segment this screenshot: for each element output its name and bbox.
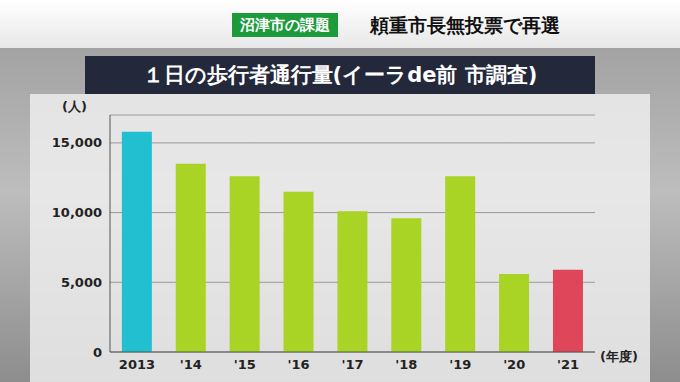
svg-text:2013: 2013 xyxy=(119,357,155,372)
svg-text:'19: '19 xyxy=(449,357,471,372)
svg-text:10,000: 10,000 xyxy=(52,205,102,220)
html-text:沼津市の課題: 沼津市の課題 xyxy=(240,16,330,34)
svg-text:'16: '16 xyxy=(288,357,310,372)
svg-text:'18: '18 xyxy=(395,357,417,372)
svg-text:'17: '17 xyxy=(341,357,363,372)
svg-text:'21: '21 xyxy=(557,357,579,372)
svg-text:'20: '20 xyxy=(503,357,525,372)
html-text:(年度): (年度) xyxy=(600,349,638,364)
svg-text:5,000: 5,000 xyxy=(61,275,102,290)
html-text:１日の歩行者通行量(イーラde前 市調査): １日の歩行者通行量(イーラde前 市調査) xyxy=(142,63,538,87)
svg-text:'14: '14 xyxy=(180,357,202,372)
svg-text:15,000: 15,000 xyxy=(52,135,102,150)
svg-text:'15: '15 xyxy=(234,357,256,372)
svg-text:0: 0 xyxy=(93,345,102,360)
html-text:(人): (人) xyxy=(62,99,87,114)
html-text:頼重市長無投票で再選: 頼重市長無投票で再選 xyxy=(370,14,560,36)
